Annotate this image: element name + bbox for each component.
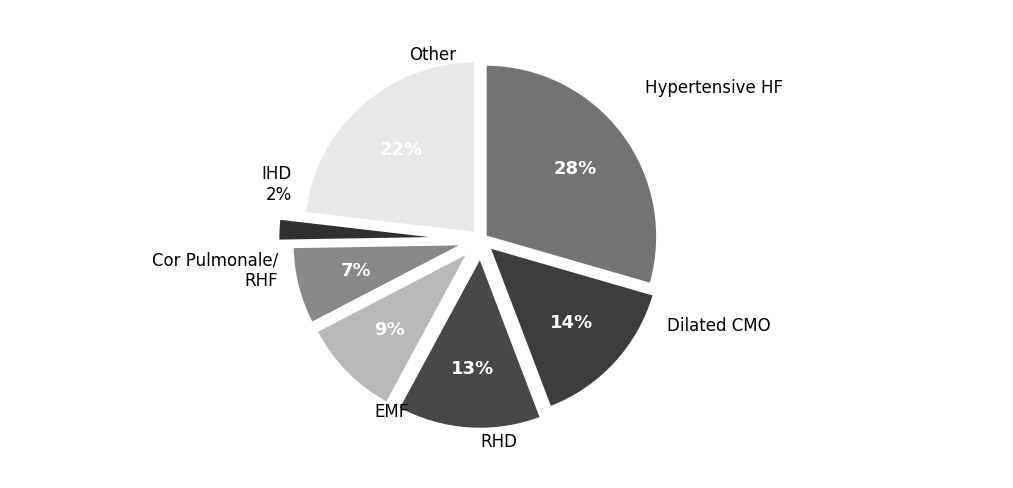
Text: 28%: 28% (553, 160, 597, 178)
Text: 22%: 22% (380, 141, 422, 159)
Text: Cor Pulmonale/
RHF: Cor Pulmonale/ RHF (152, 251, 278, 290)
Wedge shape (304, 61, 475, 233)
Text: RHD: RHD (480, 432, 517, 450)
Text: EMF: EMF (375, 403, 408, 421)
Text: IHD
2%: IHD 2% (261, 165, 292, 204)
Wedge shape (293, 244, 465, 324)
Wedge shape (278, 218, 450, 241)
Wedge shape (316, 252, 469, 403)
Text: 13%: 13% (451, 360, 494, 378)
Text: 9%: 9% (374, 321, 404, 339)
Wedge shape (489, 247, 654, 407)
Text: Other: Other (409, 46, 457, 64)
Text: 14%: 14% (550, 313, 593, 331)
Text: Hypertensive HF: Hypertensive HF (645, 79, 783, 97)
Wedge shape (398, 257, 541, 429)
Text: Dilated CMO: Dilated CMO (668, 317, 771, 335)
Wedge shape (485, 64, 657, 285)
Text: 7%: 7% (340, 263, 371, 281)
